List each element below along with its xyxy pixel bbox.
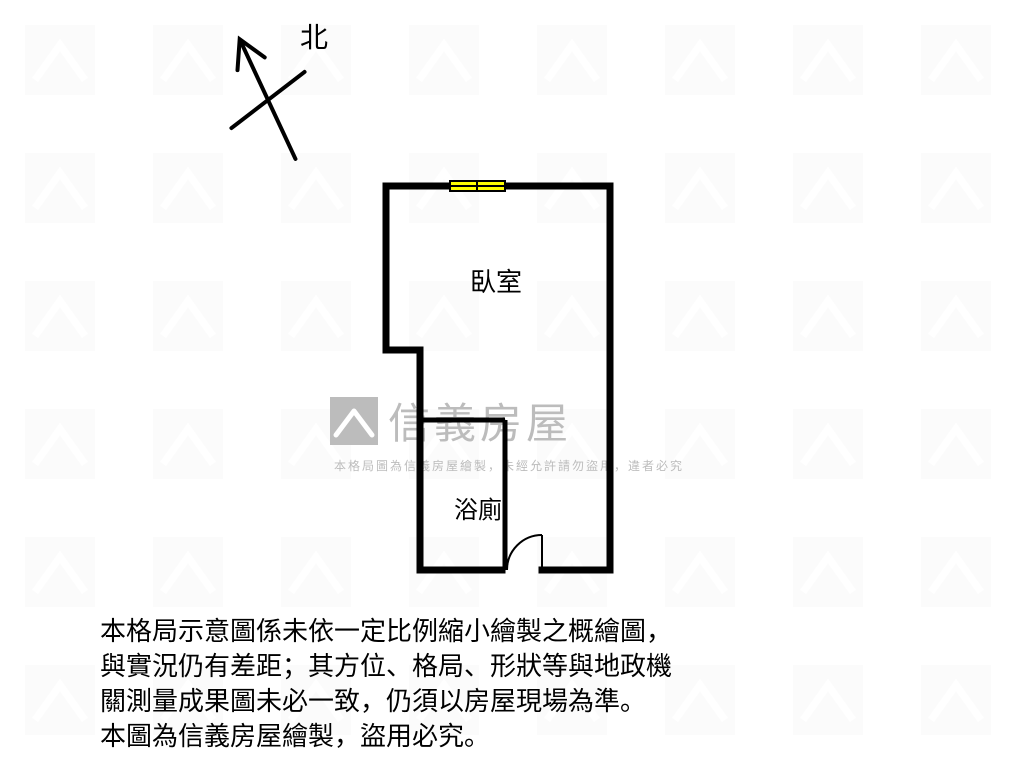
watermark-tile: [768, 384, 888, 504]
watermark-tile: [384, 0, 504, 120]
watermark-tile: [768, 256, 888, 376]
watermark-tile: [768, 512, 888, 632]
window-icon: [450, 181, 505, 191]
compass-north-label: 北: [300, 16, 328, 56]
watermark-tile: [128, 384, 248, 504]
watermark-tile: [256, 256, 376, 376]
watermark-tile: [896, 0, 1016, 120]
watermark-tile: [640, 128, 760, 248]
watermark-tile: [768, 0, 888, 120]
watermark-tile: [896, 256, 1016, 376]
watermark-tile: [896, 128, 1016, 248]
watermark-tile: [896, 384, 1016, 504]
watermark-tile: [896, 512, 1016, 632]
room-label-bedroom: 臥室: [470, 262, 522, 299]
floorplan: [380, 180, 640, 605]
watermark-tile: [896, 640, 1016, 760]
watermark-tile: [512, 0, 632, 120]
watermark-tile: [0, 128, 120, 248]
watermark-tile: [768, 128, 888, 248]
watermark-tile: [640, 256, 760, 376]
watermark-tile: [0, 0, 120, 120]
watermark-tile: [0, 256, 120, 376]
watermark-tile: [128, 256, 248, 376]
floorplan-svg: [380, 180, 640, 600]
disclaimer-text: 本格局示意圖係未依一定比例縮小繪製之概繪圖， 與實況仍有差距；其方位、格局、形狀…: [100, 614, 672, 754]
door-icon: [507, 535, 542, 570]
canvas: 北 信義房屋 本格局圖為信義房屋繪製，未經允許請勿盜用，違者必究: [0, 0, 1024, 768]
watermark-tile: [0, 384, 120, 504]
brand-logo-icon: [330, 397, 378, 445]
watermark-tile: [768, 640, 888, 760]
watermark-tile: [640, 0, 760, 120]
room-label-bathroom: 浴廁: [454, 490, 502, 525]
